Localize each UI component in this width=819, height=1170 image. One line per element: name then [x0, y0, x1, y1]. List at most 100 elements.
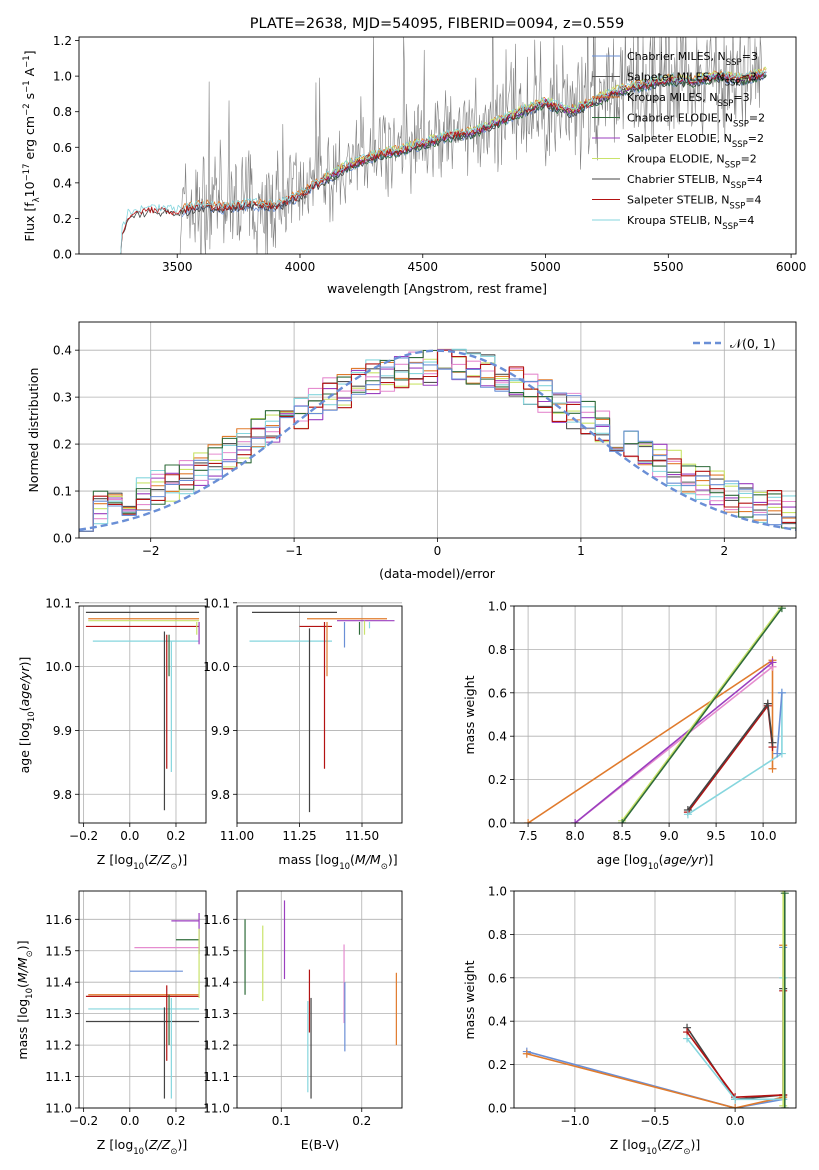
- weight-point: [780, 891, 789, 898]
- y-tick-label: 0.3: [53, 391, 72, 405]
- weight-point: [773, 749, 782, 758]
- y-axis-label: mass [log10(M/M⊙)]: [15, 940, 35, 1059]
- y-tick-label: 11.1: [203, 1070, 230, 1084]
- x-tick-label: 0.0: [726, 1114, 745, 1128]
- legend-entry: 𝒩(0, 1): [730, 336, 776, 351]
- panel-0: 3500 4000 4500 5000 5500 6000 0.0 0.2 0.4 0.6 0.8 1…: [53, 34, 807, 274]
- y-tick-label: 11.0: [203, 1102, 230, 1116]
- y-axis-label: Flux [fλ10−17 erg cm−2 s−1 A−1]: [22, 50, 42, 241]
- weight-point: [768, 764, 777, 773]
- y-tick-label: 0.1: [53, 485, 72, 499]
- legend-entry: Salpeter STELIB, NSSP=4: [627, 194, 762, 212]
- y-tick-label: 0.0: [53, 248, 72, 262]
- x-tick-label: 11.50: [345, 829, 379, 843]
- y-tick-label: 0.8: [53, 105, 72, 119]
- weight-point: [618, 819, 627, 823]
- x-axis-label: Z [log10(Z/Z⊙)]: [610, 1137, 700, 1157]
- axes-frame: [78, 36, 797, 255]
- y-axis-label: age [log10(age/yr)]: [17, 657, 37, 774]
- x-tick-label: 0.2: [166, 829, 185, 843]
- histogram-series-8: [79, 357, 796, 532]
- y-tick-label: 0.6: [488, 686, 507, 700]
- y-tick-label: 11.2: [45, 1039, 72, 1053]
- x-tick-label: 3500: [162, 260, 193, 274]
- y-tick-label: 11.3: [203, 1007, 230, 1021]
- weight-point: [780, 1104, 789, 1108]
- weight-point: [731, 1104, 740, 1108]
- axes-frame: [236, 605, 403, 824]
- x-tick-label: 0.1: [272, 1114, 291, 1128]
- axes-frame: [78, 890, 207, 1109]
- y-tick-label: 0.4: [488, 730, 507, 744]
- model-line-kroupa_miles: [181, 67, 766, 212]
- weight-point: [571, 819, 580, 823]
- x-tick-label: 6000: [776, 260, 807, 274]
- y-tick-label: 1.0: [488, 600, 507, 614]
- axes-frame: [78, 605, 207, 824]
- panel-3: 11.00 11.25 11.50 9.8 9.9 10.0 10.1: [203, 596, 403, 843]
- x-tick-label: 11.00: [220, 829, 254, 843]
- y-tick-label: 0.0: [488, 1102, 507, 1116]
- y-tick-label: 11.3: [45, 1007, 72, 1021]
- y-tick-label: 9.8: [211, 788, 230, 802]
- weight-line-2: [574, 661, 774, 823]
- model-line-chabrier_stelib: [120, 74, 767, 254]
- plot-area-3: [249, 611, 395, 813]
- figure-title: PLATE=2638, MJD=54095, FIBERID=0094, z=0…: [250, 16, 624, 32]
- y-tick-label: 10.1: [45, 596, 72, 610]
- y-tick-label: 0.6: [53, 141, 72, 155]
- x-tick-label: 5500: [653, 260, 684, 274]
- x-tick-label: 1: [577, 544, 585, 558]
- weight-point: [777, 606, 786, 613]
- weight-point: [522, 1049, 531, 1058]
- x-tick-label: 0.2: [352, 1114, 371, 1128]
- histogram-series-7: [79, 349, 796, 532]
- x-tick-label: 2: [720, 544, 728, 558]
- weight-point: [763, 699, 772, 708]
- x-tick-label: 9.0: [660, 829, 679, 843]
- y-tick-label: 9.9: [211, 724, 230, 738]
- x-tick-label: 0.0: [120, 1114, 139, 1128]
- y-tick-label: 11.2: [203, 1039, 230, 1053]
- y-tick-label: 1.2: [53, 34, 72, 48]
- y-tick-label: 0.8: [488, 928, 507, 942]
- weight-point: [779, 1101, 788, 1108]
- y-tick-label: 0.8: [488, 643, 507, 657]
- y-tick-label: 0.6: [488, 971, 507, 985]
- y-tick-label: 0.2: [488, 773, 507, 787]
- y-tick-label: 11.1: [45, 1070, 72, 1084]
- y-tick-label: 11.0: [45, 1102, 72, 1116]
- legend-entry: Salpeter MILES, NSSP=3: [627, 71, 757, 89]
- x-tick-label: 11.25: [282, 829, 316, 843]
- axes-frame: [78, 321, 797, 539]
- plot-area-7: [522, 891, 789, 1108]
- legend-entry: Kroupa STELIB, NSSP=4: [627, 214, 754, 232]
- weight-point: [768, 658, 777, 667]
- y-axis-label: mass weight: [462, 960, 477, 1039]
- panel-5: −0.2 0.0 0.2 11.0 11.1 11.2 11.3 11.4 11.5 11.6: [45, 890, 207, 1128]
- model-line-salpeter_stelib: [120, 71, 767, 254]
- y-tick-label: 10.0: [203, 660, 230, 674]
- x-tick-label: 4500: [407, 260, 438, 274]
- legend-entry: Chabrier STELIB, NSSP=4: [627, 173, 763, 191]
- x-axis-label: mass [log10(M/M⊙)]: [278, 852, 397, 872]
- x-tick-label: 5000: [530, 260, 561, 274]
- weight-point: [683, 810, 692, 819]
- legend-entry: Salpeter ELODIE, NSSP=2: [627, 132, 764, 150]
- y-tick-label: 0.0: [488, 817, 507, 831]
- weight-line-4: [621, 607, 783, 823]
- axes-frame: [236, 890, 403, 1109]
- x-tick-label: −0.5: [640, 1114, 669, 1128]
- x-tick-label: −1.0: [560, 1114, 589, 1128]
- weight-point: [524, 819, 533, 823]
- y-tick-label: 10.1: [203, 596, 230, 610]
- x-axis-label: E(B-V): [301, 1137, 340, 1152]
- panel-2: −0.2 0.0 0.2 9.8 9.9 10.0 10.1: [45, 596, 207, 843]
- x-axis-label: (data-model)/error: [379, 566, 496, 581]
- plot-area-4: [524, 606, 786, 823]
- axes-frame: [513, 605, 797, 824]
- model-line-kroupa_stelib: [120, 69, 767, 254]
- x-axis-label: Z [log10(Z/Z⊙)]: [97, 1137, 187, 1157]
- plot-area-2: [85, 611, 200, 811]
- y-tick-label: 1.0: [53, 70, 72, 84]
